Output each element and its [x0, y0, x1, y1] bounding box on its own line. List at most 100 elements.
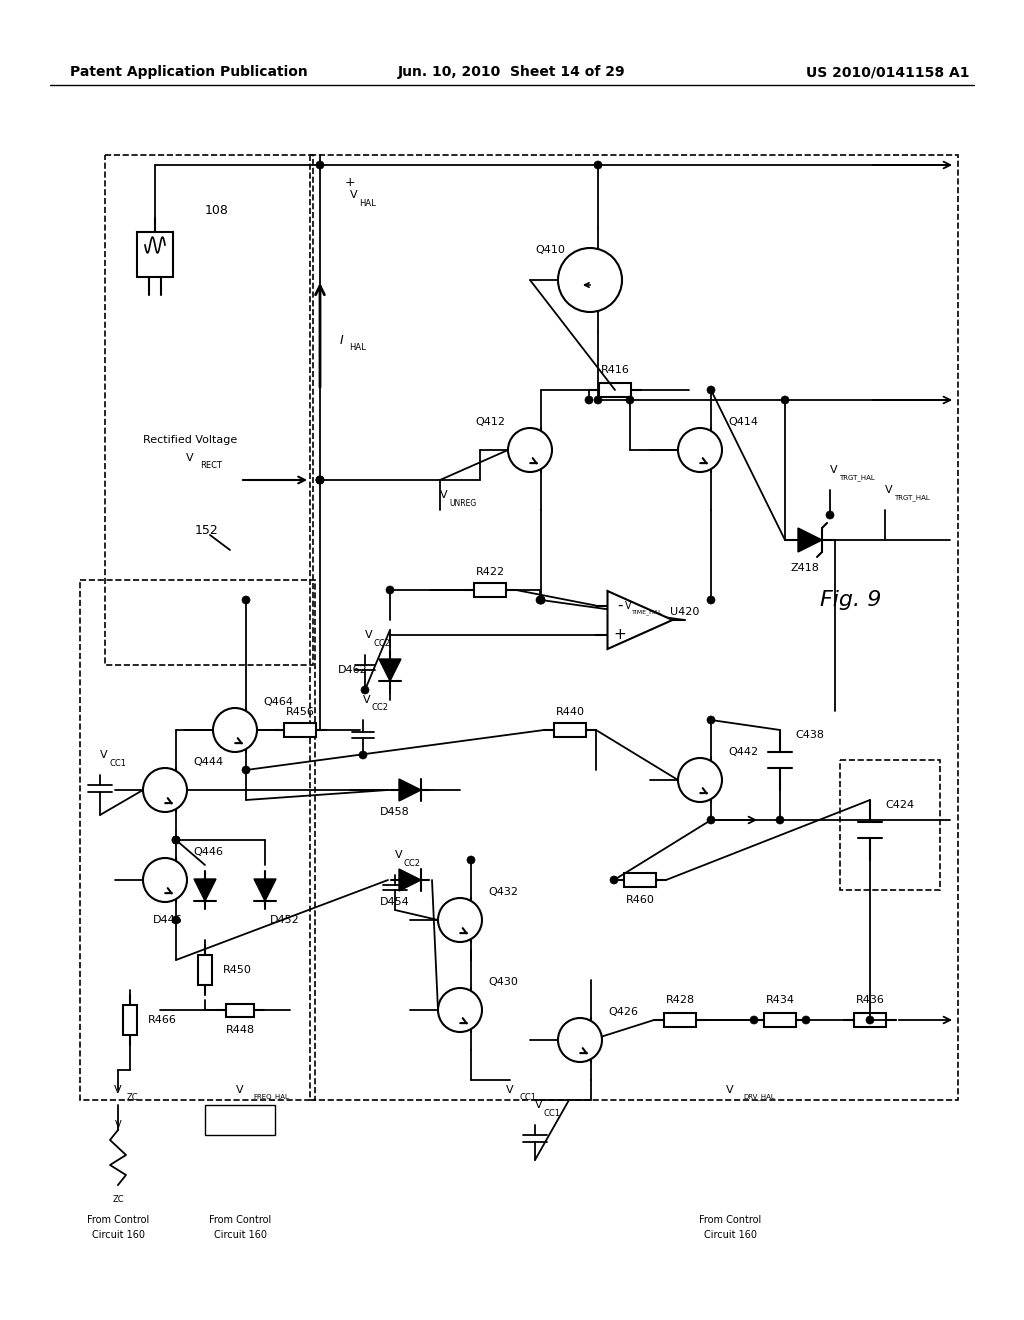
Text: CC2: CC2	[374, 639, 391, 648]
Bar	[764, 1012, 796, 1027]
Bar	[554, 723, 586, 737]
Text: Q410: Q410	[535, 246, 565, 255]
Text: V: V	[365, 630, 373, 640]
Text: V: V	[885, 484, 893, 495]
Text: TRGT_HAL: TRGT_HAL	[839, 475, 874, 482]
Text: RECT: RECT	[200, 462, 222, 470]
Text: C438: C438	[795, 730, 824, 741]
Circle shape	[143, 858, 187, 902]
Bar	[854, 1012, 886, 1027]
Bar	[599, 383, 631, 397]
Text: V: V	[726, 1085, 734, 1096]
Text: V: V	[506, 1085, 514, 1096]
Circle shape	[781, 396, 790, 404]
Text: FREQ_HAL: FREQ_HAL	[253, 1094, 289, 1101]
Circle shape	[558, 1018, 602, 1063]
Circle shape	[143, 768, 187, 812]
Circle shape	[438, 987, 482, 1032]
Circle shape	[242, 766, 250, 774]
Text: V: V	[535, 1100, 543, 1110]
Text: Rectified Voltage: Rectified Voltage	[143, 436, 238, 445]
Text: V: V	[350, 190, 357, 201]
Bar	[80, 579, 315, 1100]
Circle shape	[826, 511, 834, 519]
Text: R416: R416	[600, 366, 630, 375]
Text: V: V	[625, 601, 632, 611]
Text: Q426: Q426	[608, 1007, 638, 1016]
Circle shape	[707, 597, 715, 605]
Circle shape	[707, 816, 715, 824]
Text: R460: R460	[626, 895, 654, 906]
Text: Q432: Q432	[488, 887, 518, 898]
Bar	[137, 232, 173, 277]
Text: D462: D462	[338, 665, 368, 675]
Text: Circuit 160: Circuit 160	[703, 1230, 757, 1239]
Text: TRGT_HAL: TRGT_HAL	[894, 495, 930, 502]
Text: +: +	[345, 177, 355, 190]
Text: Q464: Q464	[263, 697, 293, 708]
Circle shape	[610, 876, 618, 884]
Circle shape	[558, 248, 622, 312]
Text: D454: D454	[380, 898, 410, 907]
Bar	[284, 723, 316, 737]
Bar	[123, 1005, 137, 1035]
Text: From Control: From Control	[698, 1214, 761, 1225]
Text: R456: R456	[286, 708, 314, 717]
Circle shape	[386, 586, 394, 594]
Text: V: V	[237, 1085, 244, 1096]
Text: V: V	[830, 465, 838, 475]
Polygon shape	[194, 879, 216, 902]
Text: TIME_HAL: TIME_HAL	[632, 609, 663, 615]
Polygon shape	[798, 528, 822, 552]
Polygon shape	[254, 879, 276, 902]
Bar	[624, 873, 656, 887]
Text: R434: R434	[766, 995, 795, 1005]
Text: U420: U420	[670, 607, 699, 616]
Circle shape	[537, 597, 545, 605]
Text: R448: R448	[225, 1026, 255, 1035]
Polygon shape	[607, 591, 673, 649]
Text: R440: R440	[555, 708, 585, 717]
Circle shape	[359, 751, 367, 759]
Circle shape	[361, 686, 369, 694]
Text: I: I	[340, 334, 344, 346]
Text: Circuit 160: Circuit 160	[91, 1230, 144, 1239]
Bar	[310, 154, 958, 1100]
Circle shape	[536, 597, 544, 605]
Circle shape	[316, 477, 324, 484]
Text: D446: D446	[153, 915, 182, 925]
Text: Q442: Q442	[728, 747, 758, 756]
Circle shape	[172, 836, 180, 843]
Text: Q414: Q414	[728, 417, 758, 426]
Circle shape	[467, 855, 475, 865]
Polygon shape	[399, 869, 421, 891]
Text: V: V	[100, 750, 108, 760]
Circle shape	[316, 161, 324, 169]
Text: C424: C424	[885, 800, 914, 810]
Circle shape	[750, 1016, 758, 1024]
Polygon shape	[379, 659, 401, 681]
Text: Q446: Q446	[193, 847, 223, 857]
Bar	[205, 1105, 275, 1135]
Circle shape	[594, 161, 602, 169]
Text: V: V	[440, 490, 447, 500]
Text: HAL: HAL	[349, 343, 366, 352]
Bar	[664, 1012, 696, 1027]
Circle shape	[316, 477, 324, 484]
Bar	[226, 1003, 254, 1016]
Text: CC1: CC1	[519, 1093, 536, 1101]
Text: ZC: ZC	[127, 1093, 138, 1101]
Text: CC1: CC1	[109, 759, 126, 767]
Text: -: -	[616, 598, 623, 612]
Circle shape	[537, 597, 545, 605]
Text: V: V	[115, 1085, 122, 1096]
Circle shape	[776, 816, 784, 824]
Circle shape	[678, 758, 722, 803]
Circle shape	[316, 477, 324, 484]
Text: Fig. 9: Fig. 9	[820, 590, 882, 610]
Text: R450: R450	[223, 965, 252, 975]
Text: US 2010/0141158 A1: US 2010/0141158 A1	[807, 65, 970, 79]
Text: Q430: Q430	[488, 977, 518, 987]
Text: HAL: HAL	[359, 198, 376, 207]
Circle shape	[626, 396, 634, 404]
